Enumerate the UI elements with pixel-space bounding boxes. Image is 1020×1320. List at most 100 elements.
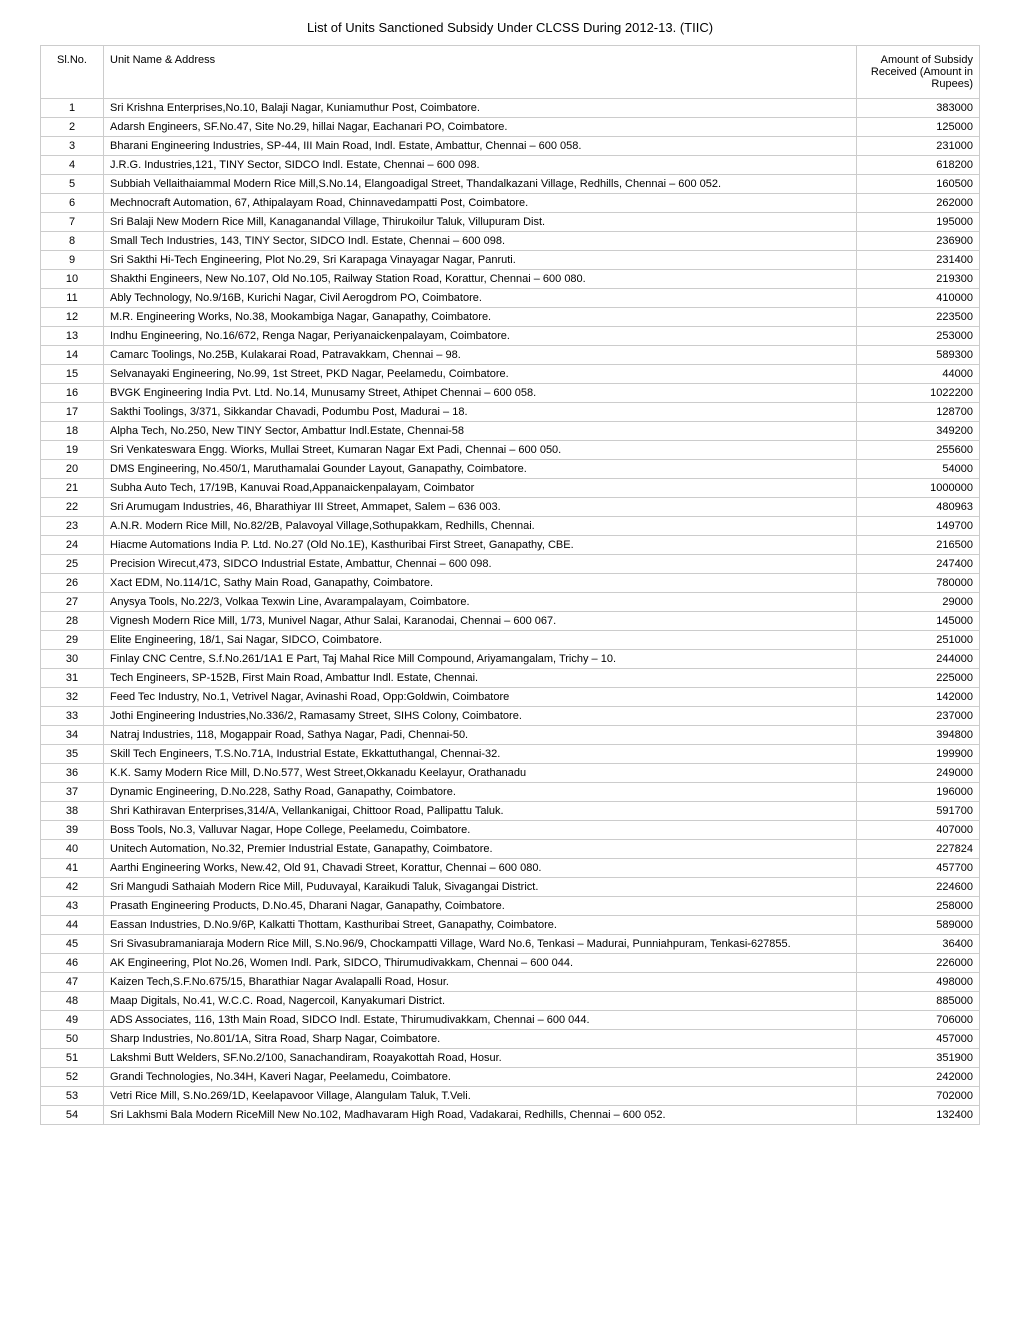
- cell-unit: Shri Kathiravan Enterprises,314/A, Vella…: [104, 802, 857, 821]
- cell-sno: 24: [41, 536, 104, 555]
- table-row: 39Boss Tools, No.3, Valluvar Nagar, Hope…: [41, 821, 980, 840]
- table-row: 24Hiacme Automations India P. Ltd. No.27…: [41, 536, 980, 555]
- cell-sno: 19: [41, 441, 104, 460]
- table-row: 17Sakthi Toolings, 3/371, Sikkandar Chav…: [41, 403, 980, 422]
- cell-amount: 128700: [857, 403, 980, 422]
- cell-sno: 13: [41, 327, 104, 346]
- cell-sno: 22: [41, 498, 104, 517]
- cell-unit: AK Engineering, Plot No.26, Women Indl. …: [104, 954, 857, 973]
- table-row: 34Natraj Industries, 118, Mogappair Road…: [41, 726, 980, 745]
- cell-sno: 34: [41, 726, 104, 745]
- cell-sno: 29: [41, 631, 104, 650]
- col-header-amount: Amount of Subsidy Received (Amount in Ru…: [857, 46, 980, 99]
- cell-unit: Sri Arumugam Industries, 46, Bharathiyar…: [104, 498, 857, 517]
- cell-sno: 39: [41, 821, 104, 840]
- cell-sno: 7: [41, 213, 104, 232]
- cell-amount: 225000: [857, 669, 980, 688]
- cell-amount: 236900: [857, 232, 980, 251]
- cell-unit: Sri Mangudi Sathaiah Modern Rice Mill, P…: [104, 878, 857, 897]
- cell-unit: Sri Krishna Enterprises,No.10, Balaji Na…: [104, 99, 857, 118]
- cell-unit: Bharani Engineering Industries, SP-44, I…: [104, 137, 857, 156]
- cell-sno: 12: [41, 308, 104, 327]
- cell-unit: Aarthi Engineering Works, New.42, Old 91…: [104, 859, 857, 878]
- cell-sno: 54: [41, 1106, 104, 1125]
- cell-sno: 8: [41, 232, 104, 251]
- table-row: 23A.N.R. Modern Rice Mill, No.82/2B, Pal…: [41, 517, 980, 536]
- cell-amount: 249000: [857, 764, 980, 783]
- table-row: 48Maap Digitals, No.41, W.C.C. Road, Nag…: [41, 992, 980, 1011]
- cell-sno: 36: [41, 764, 104, 783]
- cell-sno: 15: [41, 365, 104, 384]
- table-row: 28Vignesh Modern Rice Mill, 1/73, Munive…: [41, 612, 980, 631]
- cell-sno: 33: [41, 707, 104, 726]
- cell-unit: Lakshmi Butt Welders, SF.No.2/100, Sanac…: [104, 1049, 857, 1068]
- cell-amount: 223500: [857, 308, 980, 327]
- table-row: 20DMS Engineering, No.450/1, Maruthamala…: [41, 460, 980, 479]
- cell-sno: 27: [41, 593, 104, 612]
- cell-amount: 195000: [857, 213, 980, 232]
- cell-unit: Finlay CNC Centre, S.f.No.261/1A1 E Part…: [104, 650, 857, 669]
- cell-sno: 11: [41, 289, 104, 308]
- cell-unit: Tech Engineers, SP-152B, First Main Road…: [104, 669, 857, 688]
- cell-unit: Indhu Engineering, No.16/672, Renga Naga…: [104, 327, 857, 346]
- table-row: 10Shakthi Engineers, New No.107, Old No.…: [41, 270, 980, 289]
- cell-amount: 410000: [857, 289, 980, 308]
- page-title: List of Units Sanctioned Subsidy Under C…: [40, 20, 980, 35]
- cell-amount: 351900: [857, 1049, 980, 1068]
- cell-sno: 46: [41, 954, 104, 973]
- table-row: 38Shri Kathiravan Enterprises,314/A, Vel…: [41, 802, 980, 821]
- table-row: 35Skill Tech Engineers, T.S.No.71A, Indu…: [41, 745, 980, 764]
- table-row: 11Ably Technology, No.9/16B, Kurichi Nag…: [41, 289, 980, 308]
- cell-unit: Shakthi Engineers, New No.107, Old No.10…: [104, 270, 857, 289]
- table-row: 19Sri Venkateswara Engg. Wiorks, Mullai …: [41, 441, 980, 460]
- table-row: 33Jothi Engineering Industries,No.336/2,…: [41, 707, 980, 726]
- cell-amount: 216500: [857, 536, 980, 555]
- cell-sno: 21: [41, 479, 104, 498]
- cell-unit: Feed Tec Industry, No.1, Vetrivel Nagar,…: [104, 688, 857, 707]
- cell-unit: Subha Auto Tech, 17/19B, Kanuvai Road,Ap…: [104, 479, 857, 498]
- cell-sno: 51: [41, 1049, 104, 1068]
- cell-unit: Maap Digitals, No.41, W.C.C. Road, Nager…: [104, 992, 857, 1011]
- cell-sno: 44: [41, 916, 104, 935]
- cell-unit: Sakthi Toolings, 3/371, Sikkandar Chavad…: [104, 403, 857, 422]
- cell-sno: 3: [41, 137, 104, 156]
- cell-amount: 589000: [857, 916, 980, 935]
- cell-amount: 349200: [857, 422, 980, 441]
- cell-sno: 31: [41, 669, 104, 688]
- cell-amount: 231400: [857, 251, 980, 270]
- cell-sno: 30: [41, 650, 104, 669]
- table-row: 30Finlay CNC Centre, S.f.No.261/1A1 E Pa…: [41, 650, 980, 669]
- table-row: 44Eassan Industries, D.No.9/6P, Kalkatti…: [41, 916, 980, 935]
- cell-sno: 49: [41, 1011, 104, 1030]
- cell-amount: 36400: [857, 935, 980, 954]
- cell-sno: 20: [41, 460, 104, 479]
- cell-sno: 16: [41, 384, 104, 403]
- table-row: 4J.R.G. Industries,121, TINY Sector, SID…: [41, 156, 980, 175]
- cell-sno: 35: [41, 745, 104, 764]
- cell-amount: 394800: [857, 726, 980, 745]
- cell-amount: 199900: [857, 745, 980, 764]
- cell-sno: 53: [41, 1087, 104, 1106]
- table-row: 6Mechnocraft Automation, 67, Athipalayam…: [41, 194, 980, 213]
- table-row: 52Grandi Technologies, No.34H, Kaveri Na…: [41, 1068, 980, 1087]
- cell-amount: 480963: [857, 498, 980, 517]
- cell-sno: 45: [41, 935, 104, 954]
- table-row: 9Sri Sakthi Hi-Tech Engineering, Plot No…: [41, 251, 980, 270]
- cell-amount: 29000: [857, 593, 980, 612]
- cell-amount: 224600: [857, 878, 980, 897]
- cell-amount: 196000: [857, 783, 980, 802]
- cell-amount: 498000: [857, 973, 980, 992]
- cell-unit: Jothi Engineering Industries,No.336/2, R…: [104, 707, 857, 726]
- cell-sno: 2: [41, 118, 104, 137]
- subsidy-table: Sl.No. Unit Name & Address Amount of Sub…: [40, 45, 980, 1125]
- cell-unit: J.R.G. Industries,121, TINY Sector, SIDC…: [104, 156, 857, 175]
- table-row: 1Sri Krishna Enterprises,No.10, Balaji N…: [41, 99, 980, 118]
- cell-amount: 255600: [857, 441, 980, 460]
- cell-sno: 47: [41, 973, 104, 992]
- cell-amount: 457000: [857, 1030, 980, 1049]
- cell-amount: 242000: [857, 1068, 980, 1087]
- cell-unit: Natraj Industries, 118, Mogappair Road, …: [104, 726, 857, 745]
- cell-unit: Mechnocraft Automation, 67, Athipalayam …: [104, 194, 857, 213]
- cell-sno: 9: [41, 251, 104, 270]
- cell-unit: Ably Technology, No.9/16B, Kurichi Nagar…: [104, 289, 857, 308]
